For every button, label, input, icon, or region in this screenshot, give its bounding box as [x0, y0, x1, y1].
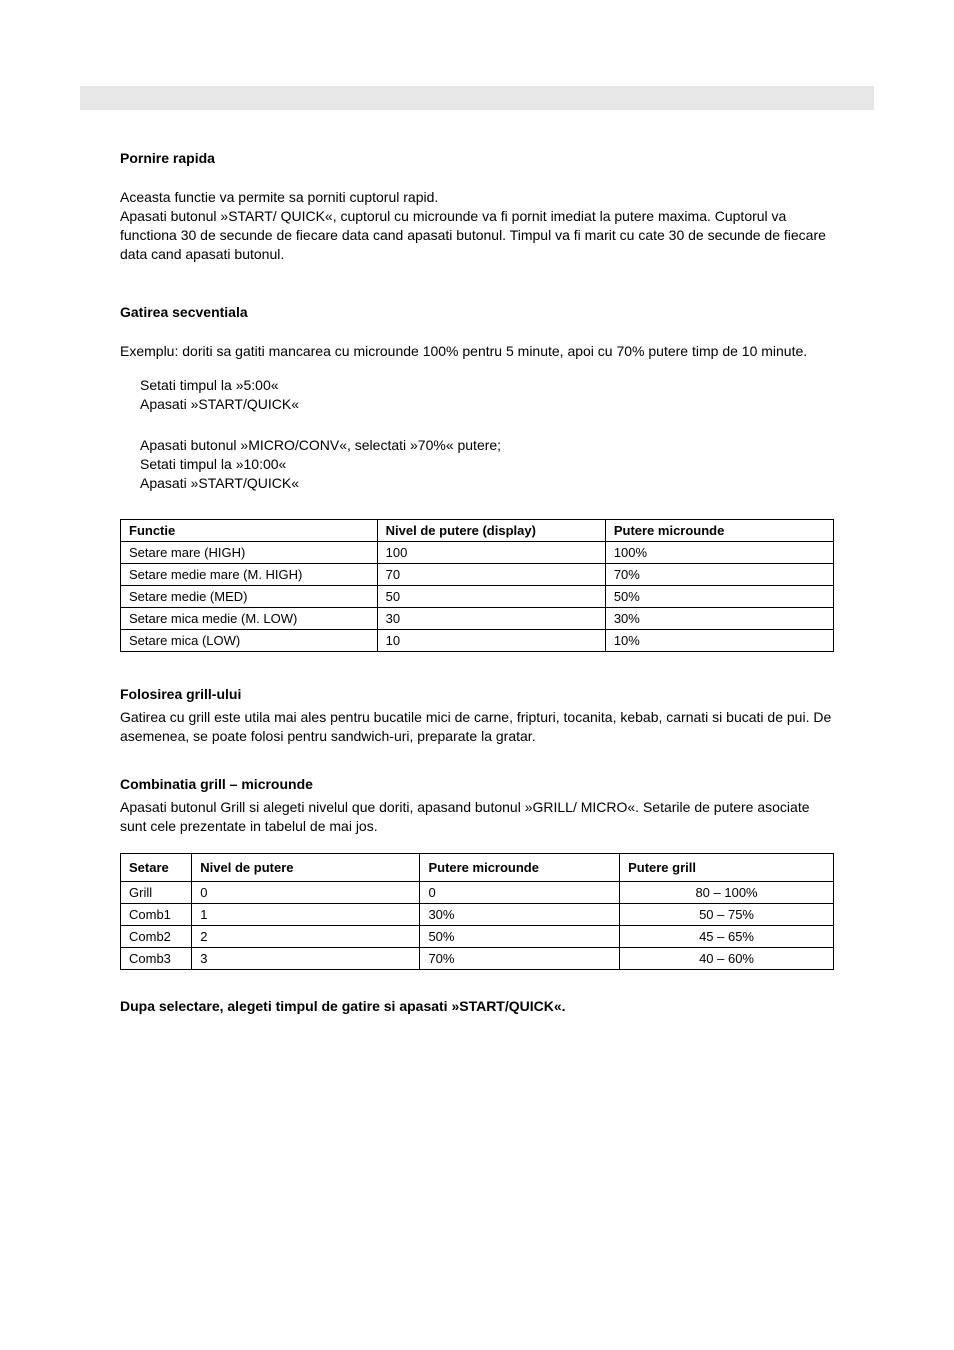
- section-title-grill: Folosirea grill-ului: [120, 686, 834, 702]
- t1-r0c2: 100%: [605, 541, 833, 563]
- section-title-sequential: Gatirea secventiala: [120, 304, 834, 320]
- step-2: Apasati butonul »MICRO/CONV«, selectati …: [140, 436, 834, 493]
- t1-r0c1: 100: [377, 541, 605, 563]
- step1-line-a: Setati timpul la »5:00«: [140, 376, 834, 395]
- t1-h0: Functie: [121, 519, 378, 541]
- section-title-quickstart: Pornire rapida: [120, 150, 834, 166]
- t2-r0c1: 0: [192, 882, 420, 904]
- sequential-intro: Exemplu: doriti sa gatiti mancarea cu mi…: [120, 342, 834, 361]
- t2-r2c0: Comb2: [121, 926, 192, 948]
- t1-r3c0: Setare mica medie (M. LOW): [121, 607, 378, 629]
- table-row: Comb3 3 70% 40 – 60%: [121, 948, 834, 970]
- section-title-combi: Combinatia grill – microunde: [120, 776, 834, 792]
- t1-r4c2: 10%: [605, 629, 833, 651]
- table-row: Comb2 2 50% 45 – 65%: [121, 926, 834, 948]
- t2-r0c0: Grill: [121, 882, 192, 904]
- final-note: Dupa selectare, alegeti timpul de gatire…: [120, 998, 834, 1014]
- t2-r0c3: 80 – 100%: [620, 882, 834, 904]
- table-row: Comb1 1 30% 50 – 75%: [121, 904, 834, 926]
- table-header-row: Functie Nivel de putere (display) Putere…: [121, 519, 834, 541]
- grill-text: Gatirea cu grill este utila mai ales pen…: [120, 708, 834, 746]
- t1-h1: Nivel de putere (display): [377, 519, 605, 541]
- t1-r3c2: 30%: [605, 607, 833, 629]
- t2-r1c3: 50 – 75%: [620, 904, 834, 926]
- t1-h2: Putere microunde: [605, 519, 833, 541]
- table-row: Setare mica medie (M. LOW) 30 30%: [121, 607, 834, 629]
- t2-h1: Nivel de putere: [192, 854, 420, 882]
- t1-r2c2: 50%: [605, 585, 833, 607]
- table-header-row: Setare Nivel de putere Putere microunde …: [121, 854, 834, 882]
- table-row: Setare mica (LOW) 10 10%: [121, 629, 834, 651]
- t2-r1c2: 30%: [420, 904, 620, 926]
- t2-r3c2: 70%: [420, 948, 620, 970]
- t1-r1c1: 70: [377, 563, 605, 585]
- step-1: Setati timpul la »5:00« Apasati »START/Q…: [140, 376, 834, 414]
- header-bar: [80, 86, 874, 110]
- table-row: Grill 0 0 80 – 100%: [121, 882, 834, 904]
- t1-r2c0: Setare medie (MED): [121, 585, 378, 607]
- t1-r4c1: 10: [377, 629, 605, 651]
- table-row: Setare mare (HIGH) 100 100%: [121, 541, 834, 563]
- t1-r1c2: 70%: [605, 563, 833, 585]
- t2-r3c3: 40 – 60%: [620, 948, 834, 970]
- t1-r2c1: 50: [377, 585, 605, 607]
- t1-r3c1: 30: [377, 607, 605, 629]
- main-content: Pornire rapida Aceasta functie va permit…: [80, 150, 874, 1014]
- table-row: Setare medie mare (M. HIGH) 70 70%: [121, 563, 834, 585]
- table-row: Setare medie (MED) 50 50%: [121, 585, 834, 607]
- t2-h0: Setare: [121, 854, 192, 882]
- t1-r0c0: Setare mare (HIGH): [121, 541, 378, 563]
- t2-r3c1: 3: [192, 948, 420, 970]
- t2-h2: Putere microunde: [420, 854, 620, 882]
- quickstart-text: Aceasta functie va permite sa porniti cu…: [120, 188, 834, 264]
- t1-r4c0: Setare mica (LOW): [121, 629, 378, 651]
- step2-line-b: Setati timpul la »10:00«: [140, 455, 834, 474]
- t2-r2c1: 2: [192, 926, 420, 948]
- t2-r0c2: 0: [420, 882, 620, 904]
- step2-line-c: Apasati »START/QUICK«: [140, 474, 834, 493]
- power-levels-table: Functie Nivel de putere (display) Putere…: [120, 519, 834, 652]
- t2-r2c3: 45 – 65%: [620, 926, 834, 948]
- combi-text: Apasati butonul Grill si alegeti nivelul…: [120, 798, 834, 836]
- t2-r3c0: Comb3: [121, 948, 192, 970]
- t2-r1c1: 1: [192, 904, 420, 926]
- t2-r2c2: 50%: [420, 926, 620, 948]
- combi-table: Setare Nivel de putere Putere microunde …: [120, 853, 834, 970]
- t1-r1c0: Setare medie mare (M. HIGH): [121, 563, 378, 585]
- step2-line-a: Apasati butonul »MICRO/CONV«, selectati …: [140, 436, 834, 455]
- t2-r1c0: Comb1: [121, 904, 192, 926]
- step1-line-b: Apasati »START/QUICK«: [140, 395, 834, 414]
- t2-h3: Putere grill: [620, 854, 834, 882]
